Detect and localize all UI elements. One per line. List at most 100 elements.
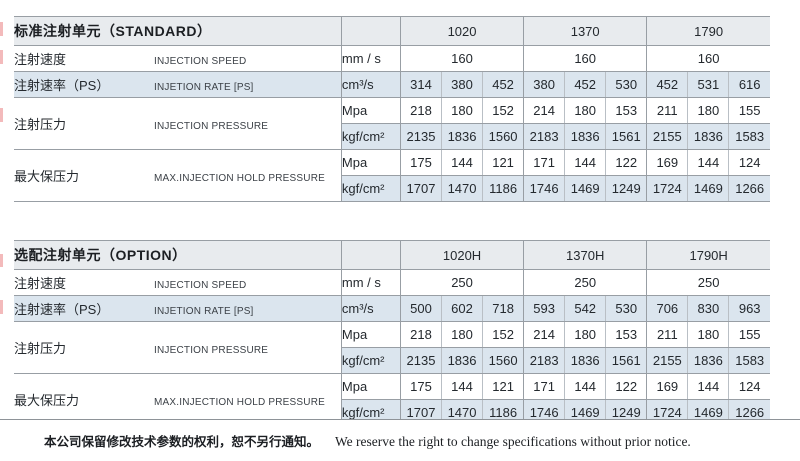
value-cell: 250 (523, 269, 647, 296)
value-cell: 124 (728, 373, 770, 400)
row-label-zh: 最大保压力 (14, 168, 80, 184)
row-label-en: INJECTION PRESSURE (154, 120, 269, 132)
row-label-en: MAX.INJECTION HOLD PRESSURE (154, 396, 325, 408)
value-cell: 1266 (728, 175, 770, 202)
value-cell: 452 (482, 71, 524, 98)
value-cell: 218 (399, 321, 442, 348)
row-label-zh: 最大保压力 (14, 392, 80, 408)
value-cell: 144 (564, 373, 606, 400)
value-cell: 250 (399, 269, 524, 296)
value-cell: 144 (564, 149, 606, 176)
row-label-en: INJECTION PRESSURE (154, 344, 269, 356)
row-label: 注射速度 INJECTION SPEED (14, 269, 342, 296)
value-cell: 160 (523, 45, 647, 72)
unit-cell: kgf/cm² (340, 123, 401, 150)
value-cell: 214 (523, 321, 565, 348)
value-cell: 171 (523, 149, 565, 176)
unit-cell: kgf/cm² (340, 175, 401, 202)
value-cell: 155 (728, 97, 770, 124)
value-cell: 1470 (440, 175, 483, 202)
value-cell: 706 (646, 295, 688, 322)
row-label: 最大保压力 MAX.INJECTION HOLD PRESSURE (14, 373, 342, 426)
value-cell: 1469 (564, 175, 606, 202)
row-label-zh: 注射压力 (14, 116, 67, 132)
value-cell: 616 (728, 71, 770, 98)
value-cell: 2155 (646, 347, 688, 374)
value-cell: 160 (399, 45, 524, 72)
unit-cell: mm / s (340, 269, 401, 296)
option-spec-table: 选配注射单元（OPTION） 1020H 1370H 1790H 注射速度 INJECTI… (14, 240, 770, 426)
value-cell: 214 (523, 97, 565, 124)
value-cell: 122 (605, 373, 647, 400)
value-cell: 593 (523, 295, 565, 322)
value-cell: 2135 (399, 347, 442, 374)
unit-cell: Mpa (340, 149, 401, 176)
row-label: 注射速率（PS） INJETION RATE [PS] (14, 295, 342, 322)
page-edge-artifact (0, 300, 3, 314)
value-cell: 542 (564, 295, 606, 322)
row-label: 注射速率（PS） INJETION RATE [PS] (14, 71, 342, 98)
value-cell: 160 (646, 45, 770, 72)
value-cell: 180 (440, 321, 483, 348)
unit-column-header (340, 16, 401, 46)
value-cell: 1836 (687, 347, 729, 374)
value-cell: 830 (687, 295, 729, 322)
row-label-zh: 注射速度 (14, 275, 67, 291)
value-cell: 1469 (687, 175, 729, 202)
value-cell: 218 (399, 97, 442, 124)
unit-cell: kgf/cm² (340, 347, 401, 374)
value-cell: 1724 (646, 175, 688, 202)
table-title: 选配注射单元（OPTION） (14, 240, 342, 270)
value-cell: 144 (440, 149, 483, 176)
value-cell: 1836 (687, 123, 729, 150)
model-header: 1790H (646, 240, 770, 270)
value-cell: 1707 (399, 175, 442, 202)
row-label: 注射压力 INJECTION PRESSURE (14, 97, 342, 150)
value-cell: 1836 (564, 347, 606, 374)
value-cell: 1836 (440, 347, 483, 374)
unit-cell: Mpa (340, 97, 401, 124)
value-cell: 1186 (482, 175, 524, 202)
value-cell: 314 (399, 71, 442, 98)
value-cell: 144 (687, 373, 729, 400)
model-header: 1370 (523, 16, 647, 46)
unit-cell: Mpa (340, 321, 401, 348)
value-cell: 153 (605, 321, 647, 348)
value-cell: 169 (646, 149, 688, 176)
value-cell: 380 (523, 71, 565, 98)
value-cell: 1746 (523, 175, 565, 202)
value-cell: 1836 (440, 123, 483, 150)
value-cell: 155 (728, 321, 770, 348)
row-label-zh: 注射速率（PS） (14, 77, 110, 93)
value-cell: 180 (564, 321, 606, 348)
footer-disclaimer-zh: 本公司保留修改技术参数的权利，恕不另行通知。 (44, 435, 320, 449)
value-cell: 1836 (564, 123, 606, 150)
value-cell: 530 (605, 71, 647, 98)
model-header: 1790 (646, 16, 770, 46)
value-cell: 602 (440, 295, 483, 322)
value-cell: 175 (399, 373, 442, 400)
row-label-zh: 注射速度 (14, 51, 67, 67)
row-label: 注射压力 INJECTION PRESSURE (14, 321, 342, 374)
value-cell: 250 (646, 269, 770, 296)
model-header: 1370H (523, 240, 647, 270)
unit-column-header (340, 240, 401, 270)
value-cell: 153 (605, 97, 647, 124)
value-cell: 2183 (523, 347, 565, 374)
value-cell: 500 (399, 295, 442, 322)
value-cell: 452 (564, 71, 606, 98)
page-edge-artifact (0, 50, 3, 64)
value-cell: 180 (687, 97, 729, 124)
value-cell: 211 (646, 321, 688, 348)
value-cell: 169 (646, 373, 688, 400)
value-cell: 152 (482, 97, 524, 124)
model-header: 1020 (399, 16, 524, 46)
value-cell: 963 (728, 295, 770, 322)
value-cell: 1583 (728, 123, 770, 150)
value-cell: 121 (482, 149, 524, 176)
value-cell: 1560 (482, 123, 524, 150)
row-label-en: MAX.INJECTION HOLD PRESSURE (154, 172, 325, 184)
value-cell: 144 (687, 149, 729, 176)
value-cell: 144 (440, 373, 483, 400)
